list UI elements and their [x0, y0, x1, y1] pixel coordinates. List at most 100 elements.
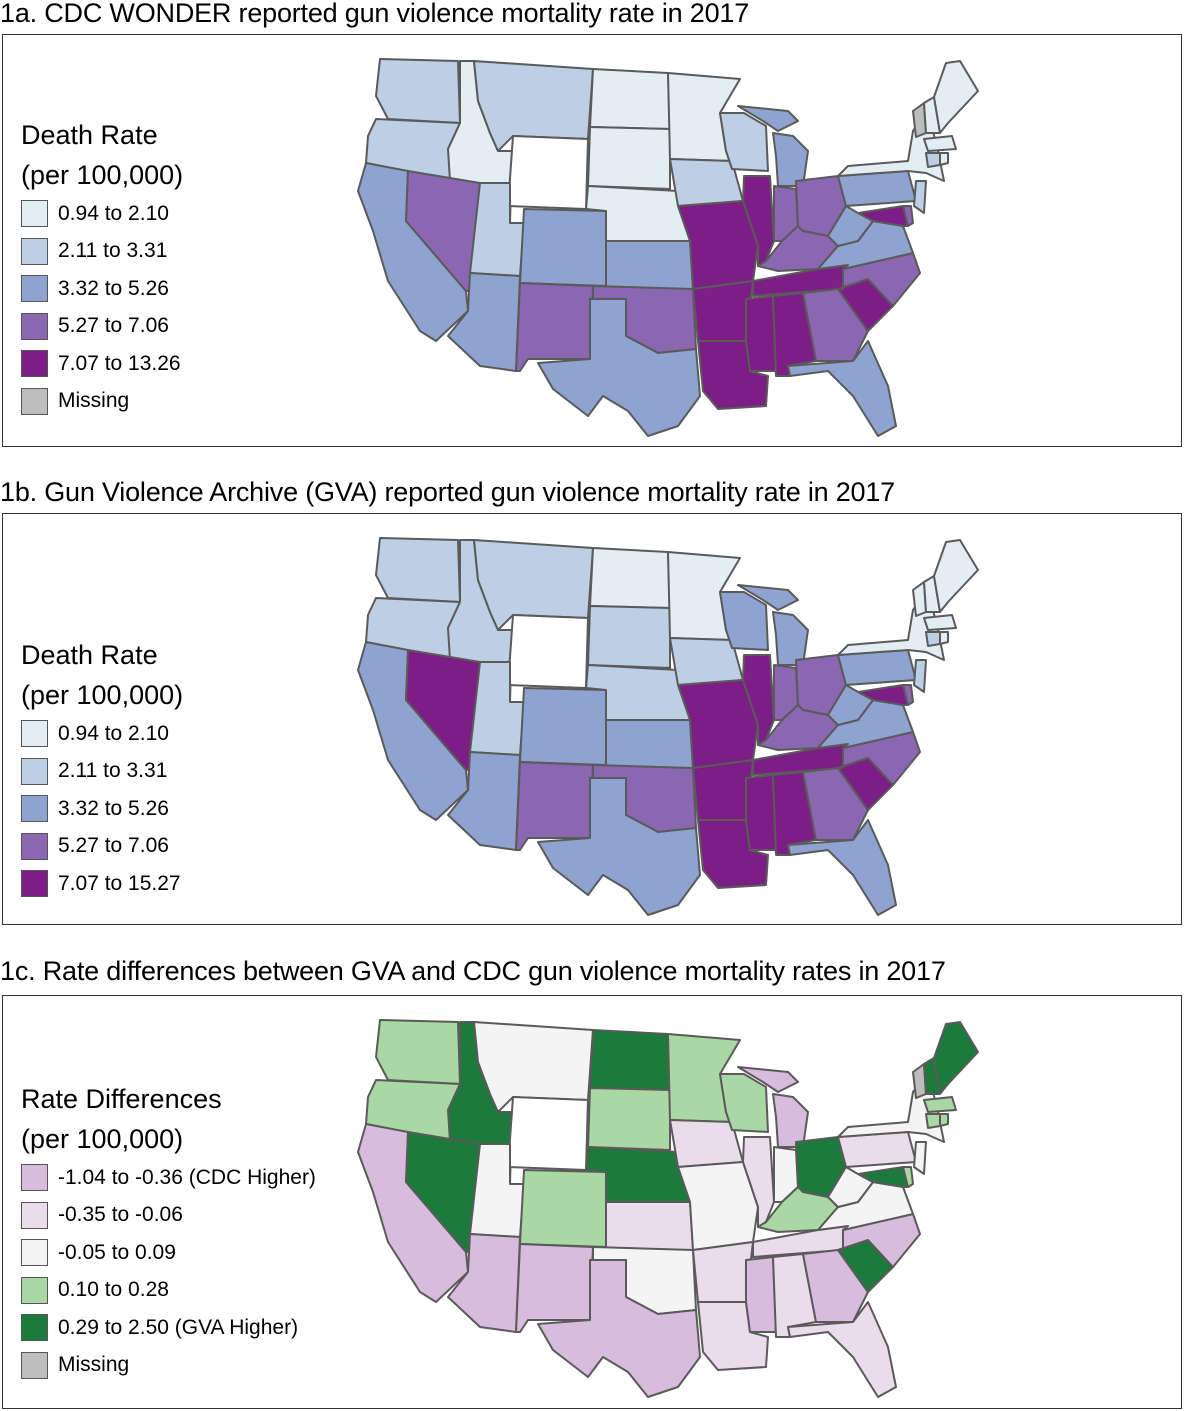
legend-item: 5.27 to 7.06	[21, 308, 183, 346]
legend-label: -0.05 to 0.09	[58, 1240, 176, 1264]
state-ma	[923, 1096, 957, 1113]
state-ri	[939, 152, 949, 166]
us-choropleth-map-1c	[357, 1019, 979, 1398]
legend-label: 7.07 to 13.26	[58, 351, 181, 375]
legend-item: 7.07 to 13.26	[21, 345, 183, 383]
legend-title: Rate Differences	[21, 1084, 222, 1114]
state-sd	[587, 605, 671, 669]
state-tx	[537, 1259, 701, 1398]
state-nj	[913, 180, 927, 214]
state-ri	[939, 1113, 949, 1127]
state-ga	[802, 1249, 869, 1323]
state-ky	[757, 704, 839, 751]
legend-swatch	[21, 1314, 48, 1342]
legend-swatch	[21, 720, 48, 748]
state-me	[933, 1021, 979, 1095]
state-ks	[605, 1201, 694, 1251]
panel-1c-legend: Rate Differences (per 100,000) -1.04 to …	[21, 1079, 316, 1384]
state-wa	[375, 537, 461, 603]
state-co	[519, 687, 607, 766]
legend-item: -1.04 to -0.36 (CDC Higher)	[21, 1159, 316, 1197]
legend-item: 0.10 to 0.28	[21, 1272, 316, 1310]
state-pa	[837, 1131, 917, 1168]
state-md	[857, 205, 909, 227]
legend-subtitle: (per 100,000)	[21, 680, 184, 710]
legend-label: 0.10 to 0.28	[58, 1278, 169, 1302]
legend-item: 2.11 to 3.31	[21, 753, 183, 791]
legend-title: Death Rate	[21, 640, 158, 670]
legend-item: 2.11 to 3.31	[21, 233, 183, 271]
state-ar	[692, 759, 754, 821]
panel-1a: Death Rate (per 100,000) 0.94 to 2.10 2.…	[2, 34, 1182, 447]
state-sd	[587, 126, 671, 190]
state-nv	[405, 1131, 481, 1253]
legend-swatch	[21, 1351, 48, 1379]
legend-swatch	[21, 1201, 48, 1229]
state-pa	[837, 649, 917, 686]
state-ms	[745, 1256, 777, 1333]
legend-label: Missing	[58, 1353, 130, 1377]
legend-swatch	[21, 237, 48, 265]
legend-swatch	[21, 1239, 48, 1267]
state-nm	[515, 282, 594, 372]
state-nj	[913, 659, 927, 693]
state-ma	[923, 135, 957, 152]
panel-1b-legend: Death Rate (per 100,000) 0.94 to 2.10 2.…	[21, 635, 183, 903]
state-de	[902, 205, 914, 227]
state-ar	[692, 1241, 754, 1303]
state-wy	[507, 614, 589, 689]
state-nv	[405, 649, 481, 771]
legend-swatch	[21, 870, 48, 898]
legend-swatch	[21, 757, 48, 785]
legend-subtitle: (per 100,000)	[21, 160, 184, 190]
state-ma	[923, 614, 957, 631]
state-fl	[787, 1301, 897, 1398]
legend-item: -0.05 to 0.09	[21, 1234, 316, 1272]
legend-title: Death Rate	[21, 120, 158, 150]
legend-label: -0.35 to -0.06	[58, 1203, 183, 1227]
state-ar	[692, 280, 754, 342]
us-choropleth-map-1a	[357, 58, 979, 437]
legend-swatch	[21, 312, 48, 340]
legend-label: 0.94 to 2.10	[58, 201, 169, 225]
legend-item: 0.94 to 2.10	[21, 715, 183, 753]
state-wa	[375, 1019, 461, 1085]
state-de	[902, 684, 914, 706]
panel-1a-title: 1a. CDC WONDER reported gun violence mor…	[0, 0, 750, 28]
state-co	[519, 1169, 607, 1248]
state-ct	[925, 631, 941, 647]
legend-label: 7.07 to 15.27	[58, 871, 181, 895]
state-tx	[537, 777, 701, 916]
legend-label: 2.11 to 3.31	[58, 759, 168, 783]
legend-item: 7.07 to 15.27	[21, 865, 183, 903]
legend-label: 3.32 to 5.26	[58, 276, 169, 300]
state-nj	[913, 1141, 927, 1175]
state-wi	[719, 591, 769, 651]
state-nv	[405, 170, 481, 292]
state-ms	[745, 295, 777, 372]
legend-swatch	[21, 832, 48, 860]
panel-1a-legend: Death Rate (per 100,000) 0.94 to 2.10 2.…	[21, 115, 183, 420]
state-ct	[925, 1113, 941, 1129]
state-pa	[837, 170, 917, 207]
legend-label: -1.04 to -0.36 (CDC Higher)	[58, 1165, 316, 1189]
state-ky	[757, 1186, 839, 1233]
state-fl	[787, 340, 897, 437]
state-wi	[719, 112, 769, 172]
state-me	[933, 539, 979, 613]
state-wi	[719, 1073, 769, 1133]
state-me	[933, 60, 979, 134]
state-ks	[605, 719, 694, 769]
legend-label: 0.29 to 2.50 (GVA Higher)	[58, 1315, 299, 1339]
legend-item: Missing	[21, 1347, 316, 1385]
state-wy	[507, 135, 589, 210]
state-nd	[589, 1029, 671, 1091]
state-ks	[605, 240, 694, 290]
legend-label: 2.11 to 3.31	[58, 239, 168, 263]
state-tx	[537, 298, 701, 437]
state-fl	[787, 819, 897, 916]
state-de	[902, 1166, 914, 1188]
panel-1c: Rate Differences (per 100,000) -1.04 to …	[2, 995, 1182, 1409]
panel-1b: Death Rate (per 100,000) 0.94 to 2.10 2.…	[2, 513, 1182, 925]
panel-1b-title: 1b. Gun Violence Archive (GVA) reported …	[0, 477, 895, 507]
